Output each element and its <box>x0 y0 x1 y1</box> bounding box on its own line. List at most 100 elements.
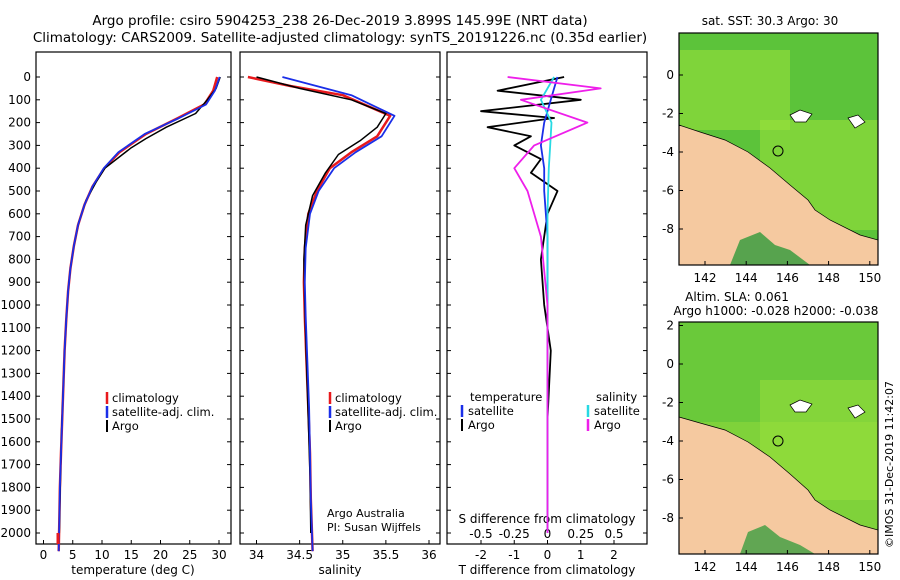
lat-tick-label: 0 <box>666 357 674 371</box>
island <box>847 114 866 129</box>
credit-pi: PI: Susan Wijffels <box>327 521 421 534</box>
difference-legend: temperature satellite Argo salinity sate… <box>460 390 640 432</box>
lon-tick-label: 144 <box>735 271 758 285</box>
title-line-1: Argo profile: csiro 5904253_238 26-Dec-2… <box>92 13 587 29</box>
sst-map-lat-axis: 0 -2 -4 -6 -8 <box>662 68 683 236</box>
lat-tick-label: 2 <box>666 319 674 333</box>
temperature-xlabel: temperature (deg C) <box>71 563 194 577</box>
x-tick-label: 5 <box>69 548 77 562</box>
depth-tick-label: 800 <box>8 252 31 266</box>
lon-tick-label: 150 <box>858 271 881 285</box>
depth-tick-label: 1200 <box>0 344 31 358</box>
sla-map-frame <box>678 321 879 555</box>
x-tick-label: 15 <box>124 548 139 562</box>
legend-label: climatology <box>112 391 179 405</box>
sla-low-patch <box>740 525 815 554</box>
legend-label: climatology <box>335 391 402 405</box>
sla-map-title: Altim. SLA: 0.061 <box>685 290 789 304</box>
x-tick-label: 30 <box>211 548 226 562</box>
s-tick-label: -0.5 <box>469 527 492 541</box>
x-tick-label: 36 <box>421 548 436 562</box>
s-difference-axis: -0.5 -0.25 0 0.25 0.5 <box>469 527 623 541</box>
lon-tick-label: 150 <box>858 560 881 574</box>
sla-map-subtitle: Argo h1000: -0.028 h2000: -0.038 <box>674 304 879 318</box>
legend-label: Argo <box>594 418 621 432</box>
lat-tick-label: -4 <box>662 434 674 448</box>
lon-tick-label: 142 <box>694 271 717 285</box>
imos-watermark: ©IMOS 31-Dec-2019 11:42:07 <box>883 381 896 548</box>
depth-tick-label: 1300 <box>0 366 31 380</box>
depth-tick-label: 700 <box>8 230 31 244</box>
legend-title-salinity: salinity <box>596 390 637 404</box>
salinity-satellite-line <box>282 76 396 552</box>
depth-tick-label: 1900 <box>0 503 31 517</box>
lon-tick-label: 144 <box>735 560 758 574</box>
island <box>789 399 813 413</box>
depth-tick-label: 100 <box>8 93 31 107</box>
depth-tick-label: 200 <box>8 116 31 130</box>
difference-x-axis: -2 -1 0 1 2 <box>475 540 618 562</box>
lat-tick-label: -2 <box>662 396 674 410</box>
legend-label: satellite-adj. clim. <box>112 405 214 419</box>
salinity-climatology-line <box>247 75 392 552</box>
credit-argo-australia: Argo Australia <box>327 507 405 520</box>
temperature-climatology-line <box>57 76 219 552</box>
title-line-2: Climatology: CARS2009. Satellite-adjuste… <box>33 30 647 46</box>
x-tick-label: 25 <box>182 548 197 562</box>
x-tick-label: 1 <box>577 548 585 562</box>
depth-axis: 0 100 200 300 400 500 600 700 800 900 1000 1100 1200… <box>0 70 647 540</box>
sst-map-frame <box>678 32 879 266</box>
s-tick-label: 0.5 <box>604 527 623 541</box>
sla-map-lat-axis: 2 0 -2 -4 -6 -8 <box>662 319 683 525</box>
lat-tick-label: -8 <box>662 511 674 525</box>
depth-tick-label: 1600 <box>0 435 31 449</box>
island <box>789 109 813 123</box>
depth-tick-label: 600 <box>8 207 31 221</box>
depth-tick-label: 300 <box>8 138 31 152</box>
depth-tick-label: 0 <box>23 70 31 84</box>
depth-tick-label: 1000 <box>0 298 31 312</box>
x-tick-label: -2 <box>475 548 487 562</box>
sla-map-lon-axis: 142 144 146 148 150 <box>694 550 881 574</box>
salinity-x-axis: 34 34.5 35 35.5 36 <box>249 540 437 562</box>
salinity-argo-line <box>256 76 387 534</box>
depth-tick-label: 1500 <box>0 412 31 426</box>
s-tick-label: 0.25 <box>567 527 594 541</box>
sst-map-title: sat. SST: 30.3 Argo: 30 <box>702 14 839 28</box>
sst-map-lon-axis: 142 144 146 148 150 <box>694 261 881 285</box>
lat-tick-label: -4 <box>662 145 674 159</box>
lat-tick-label: 0 <box>666 68 674 82</box>
sla-map <box>678 321 879 555</box>
legend-label: Argo <box>112 419 139 433</box>
depth-tick-label: 2000 <box>0 526 31 540</box>
lat-tick-label: -6 <box>662 184 674 198</box>
legend-label: Argo <box>335 419 362 433</box>
s-tick-label: -0.25 <box>499 527 530 541</box>
argo-float-position-marker <box>772 435 784 447</box>
temperature-satellite-line <box>57 76 221 552</box>
x-tick-label: 0 <box>40 548 48 562</box>
sst-map <box>678 32 879 266</box>
difference-s-argo-line <box>507 76 602 533</box>
legend-label: satellite <box>468 404 514 418</box>
x-tick-label: 0 <box>544 548 552 562</box>
lon-tick-label: 142 <box>694 560 717 574</box>
salinity-panel-frame <box>239 51 441 545</box>
depth-tick-label: 1100 <box>0 321 31 335</box>
sst-cool-patch <box>730 232 810 265</box>
salinity-legend: climatology satellite-adj. clim. Argo Ar… <box>327 391 437 534</box>
lon-tick-label: 148 <box>817 560 840 574</box>
lon-tick-label: 146 <box>776 271 799 285</box>
x-tick-label: 2 <box>610 548 618 562</box>
argo-float-position-marker <box>772 145 784 157</box>
s-tick-label: 0 <box>544 527 552 541</box>
x-tick-label: 34.5 <box>286 548 313 562</box>
x-tick-label: 10 <box>94 548 109 562</box>
temperature-argo-line <box>58 76 221 534</box>
depth-tick-label: 500 <box>8 184 31 198</box>
lat-tick-label: -6 <box>662 473 674 487</box>
sst-warm-patch <box>680 50 790 130</box>
lat-tick-label: -2 <box>662 107 674 121</box>
x-tick-label: 35.5 <box>373 548 400 562</box>
